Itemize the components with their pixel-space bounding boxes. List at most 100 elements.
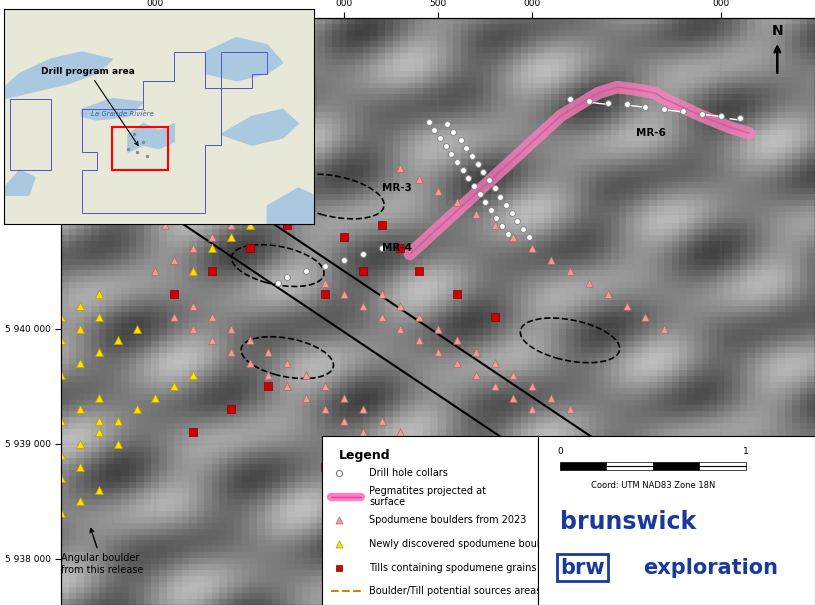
Text: Drill program area: Drill program area (42, 67, 138, 145)
Point (620, 301, 633, 310)
Point (445, 149, 458, 159)
Point (432, 186, 445, 195)
Point (92, 393, 105, 403)
Point (412, 313, 425, 322)
Point (130, 405, 143, 414)
Point (522, 232, 535, 241)
Point (563, 94, 576, 103)
Point (205, 266, 218, 276)
Point (526, 243, 539, 253)
Point (205, 243, 218, 253)
Point (451, 336, 464, 345)
Point (473, 189, 486, 199)
Point (140, 151, 153, 161)
Point (563, 266, 576, 276)
Text: Coord: UTM NAD83 Zone 18N: Coord: UTM NAD83 Zone 18N (591, 481, 715, 490)
Point (262, 347, 275, 357)
Point (695, 109, 708, 119)
Point (73, 439, 86, 449)
Point (177, 186, 190, 195)
Point (319, 462, 332, 472)
Point (500, 200, 513, 209)
Point (168, 255, 181, 264)
Point (92, 313, 105, 322)
Point (36, 324, 49, 334)
Point (517, 224, 530, 234)
Point (319, 261, 332, 270)
Point (356, 301, 369, 310)
Point (111, 416, 124, 426)
Point (137, 137, 150, 146)
Text: Angular boulder
from this release: Angular boulder from this release (61, 529, 143, 575)
Point (394, 451, 407, 460)
Point (337, 232, 350, 241)
Point (394, 324, 407, 334)
Point (177, 209, 190, 218)
Point (333, 468, 346, 478)
Point (280, 220, 293, 230)
Point (149, 266, 162, 276)
Point (128, 129, 141, 139)
Text: brw: brw (560, 558, 605, 578)
Point (496, 221, 509, 231)
Point (111, 336, 124, 345)
Point (300, 370, 313, 380)
Point (17, 531, 30, 541)
Point (262, 197, 275, 207)
Point (55, 416, 68, 426)
Point (168, 313, 181, 322)
Point (356, 428, 369, 437)
Point (511, 216, 524, 226)
Point (714, 111, 727, 121)
Point (73, 462, 86, 472)
Point (205, 336, 218, 345)
Point (130, 148, 143, 157)
Point (412, 174, 425, 184)
Point (253, 163, 266, 172)
Point (484, 206, 497, 215)
Point (337, 289, 350, 299)
Text: exploration: exploration (643, 558, 778, 578)
Point (507, 232, 520, 241)
Point (73, 405, 86, 414)
Point (300, 174, 313, 184)
Point (454, 136, 467, 145)
Point (467, 182, 480, 191)
Text: 0: 0 (557, 447, 563, 456)
Point (488, 359, 501, 368)
Point (224, 324, 237, 334)
Text: MR-4: MR-4 (381, 243, 412, 253)
Point (488, 220, 501, 230)
Text: MR-6: MR-6 (636, 128, 666, 137)
Point (337, 416, 350, 426)
Text: Tills containing spodumene grains  (14): Tills containing spodumene grains (14) (369, 563, 563, 573)
Point (73, 359, 86, 368)
Point (563, 405, 576, 414)
Point (187, 370, 200, 380)
Point (482, 175, 496, 185)
Point (92, 347, 105, 357)
Point (333, 515, 346, 525)
Point (55, 370, 68, 380)
Point (158, 220, 171, 230)
Point (187, 428, 200, 437)
Point (205, 232, 218, 241)
Point (36, 485, 49, 495)
Text: Boulder/Till potential sources areas: Boulder/Till potential sources areas (369, 586, 542, 597)
Point (196, 197, 209, 207)
Point (319, 382, 332, 391)
Point (224, 405, 237, 414)
Point (36, 462, 49, 472)
Point (375, 416, 388, 426)
Point (465, 151, 478, 161)
Point (168, 289, 181, 299)
Point (356, 405, 369, 414)
Point (319, 289, 332, 299)
Point (55, 336, 68, 345)
Point (432, 324, 445, 334)
Point (337, 393, 350, 403)
Point (337, 255, 350, 264)
Point (434, 133, 447, 143)
Point (432, 474, 445, 483)
Bar (653, 462, 699, 470)
